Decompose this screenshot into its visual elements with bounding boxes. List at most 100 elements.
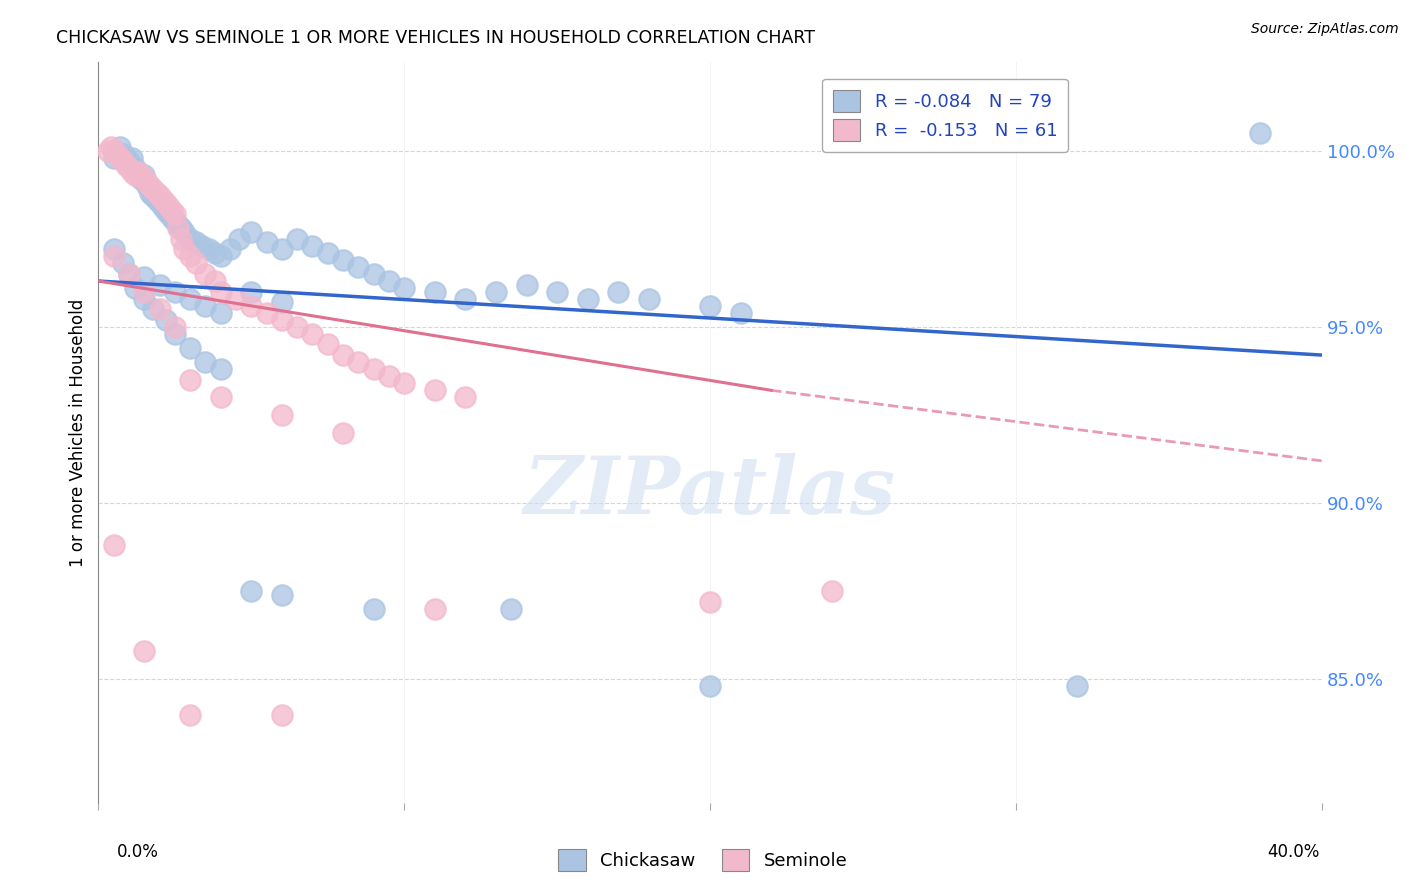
Point — [149, 277, 172, 292]
Point — [285, 232, 308, 246]
Point — [155, 196, 177, 211]
Point — [209, 285, 232, 299]
Point — [332, 348, 354, 362]
Point — [194, 355, 217, 369]
Point — [301, 239, 323, 253]
Point — [270, 313, 292, 327]
Point — [134, 171, 156, 186]
Point — [219, 242, 242, 256]
Point — [240, 299, 263, 313]
Point — [111, 256, 134, 270]
Point — [194, 299, 217, 313]
Point — [209, 306, 232, 320]
Point — [516, 277, 538, 292]
Point — [129, 171, 152, 186]
Point — [134, 270, 156, 285]
Point — [699, 595, 721, 609]
Point — [142, 302, 165, 317]
Point — [145, 186, 167, 200]
Point — [179, 373, 201, 387]
Point — [256, 235, 278, 250]
Point — [392, 281, 416, 295]
Point — [501, 602, 523, 616]
Point — [301, 326, 323, 341]
Point — [316, 337, 339, 351]
Point — [173, 225, 195, 239]
Text: 40.0%: 40.0% — [1267, 843, 1320, 861]
Point — [160, 203, 183, 218]
Point — [363, 602, 385, 616]
Point — [637, 292, 661, 306]
Point — [118, 161, 141, 176]
Point — [134, 168, 156, 182]
Point — [821, 584, 844, 599]
Point — [160, 211, 183, 225]
Point — [173, 242, 195, 256]
Point — [103, 151, 125, 165]
Point — [105, 147, 128, 161]
Point — [699, 680, 721, 694]
Point — [179, 341, 201, 355]
Point — [100, 140, 122, 154]
Point — [332, 425, 354, 440]
Point — [1249, 126, 1271, 140]
Point — [347, 355, 370, 369]
Point — [155, 203, 177, 218]
Point — [111, 154, 134, 169]
Point — [197, 242, 219, 256]
Point — [363, 362, 385, 376]
Point — [108, 151, 131, 165]
Point — [134, 644, 156, 658]
Point — [209, 249, 232, 263]
Point — [124, 161, 146, 176]
Point — [228, 232, 250, 246]
Point — [179, 249, 201, 263]
Point — [546, 285, 568, 299]
Point — [103, 242, 125, 256]
Point — [191, 239, 214, 253]
Point — [163, 326, 186, 341]
Point — [129, 168, 152, 182]
Point — [121, 151, 143, 165]
Point — [423, 384, 446, 398]
Text: 0.0%: 0.0% — [117, 843, 159, 861]
Point — [149, 196, 172, 211]
Point — [209, 362, 232, 376]
Point — [115, 151, 138, 165]
Point — [186, 256, 208, 270]
Point — [285, 319, 308, 334]
Text: ZIPatlas: ZIPatlas — [524, 453, 896, 531]
Point — [270, 707, 292, 722]
Point — [485, 285, 508, 299]
Point — [149, 189, 172, 203]
Point — [167, 218, 190, 232]
Point — [157, 200, 180, 214]
Point — [97, 144, 120, 158]
Point — [332, 252, 354, 267]
Point — [111, 147, 134, 161]
Point — [163, 319, 186, 334]
Point — [270, 408, 292, 422]
Point — [270, 242, 292, 256]
Point — [127, 165, 149, 179]
Point — [186, 235, 208, 250]
Point — [103, 144, 125, 158]
Text: CHICKASAW VS SEMINOLE 1 OR MORE VEHICLES IN HOUSEHOLD CORRELATION CHART: CHICKASAW VS SEMINOLE 1 OR MORE VEHICLES… — [56, 29, 814, 47]
Point — [209, 390, 232, 404]
Point — [576, 292, 599, 306]
Point — [256, 306, 278, 320]
Point — [134, 285, 156, 299]
Point — [139, 186, 162, 200]
Point — [1066, 680, 1088, 694]
Point — [225, 292, 247, 306]
Point — [163, 285, 186, 299]
Point — [145, 193, 167, 207]
Point — [167, 221, 190, 235]
Point — [142, 189, 165, 203]
Point — [142, 182, 165, 196]
Point — [139, 178, 162, 193]
Legend: Chickasaw, Seminole: Chickasaw, Seminole — [551, 842, 855, 879]
Point — [378, 274, 401, 288]
Point — [163, 214, 186, 228]
Point — [103, 538, 125, 552]
